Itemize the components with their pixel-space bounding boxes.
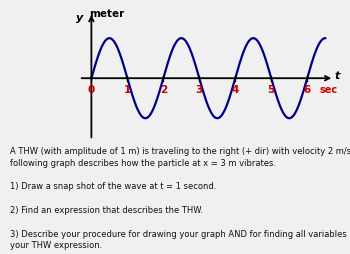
- Text: 1: 1: [124, 85, 131, 96]
- Text: 2: 2: [160, 85, 167, 96]
- Text: A THW (with amplitude of 1 m) is traveling to the right (+ dir) with velocity 2 : A THW (with amplitude of 1 m) is traveli…: [10, 147, 350, 250]
- Text: 3: 3: [196, 85, 203, 96]
- Text: 5: 5: [268, 85, 275, 96]
- Text: t: t: [334, 71, 340, 81]
- Text: 6: 6: [303, 85, 311, 96]
- Text: sec: sec: [320, 85, 338, 96]
- Text: y: y: [76, 13, 83, 23]
- Text: meter: meter: [90, 9, 125, 19]
- Text: 0: 0: [88, 85, 95, 96]
- Text: 4: 4: [232, 85, 239, 96]
